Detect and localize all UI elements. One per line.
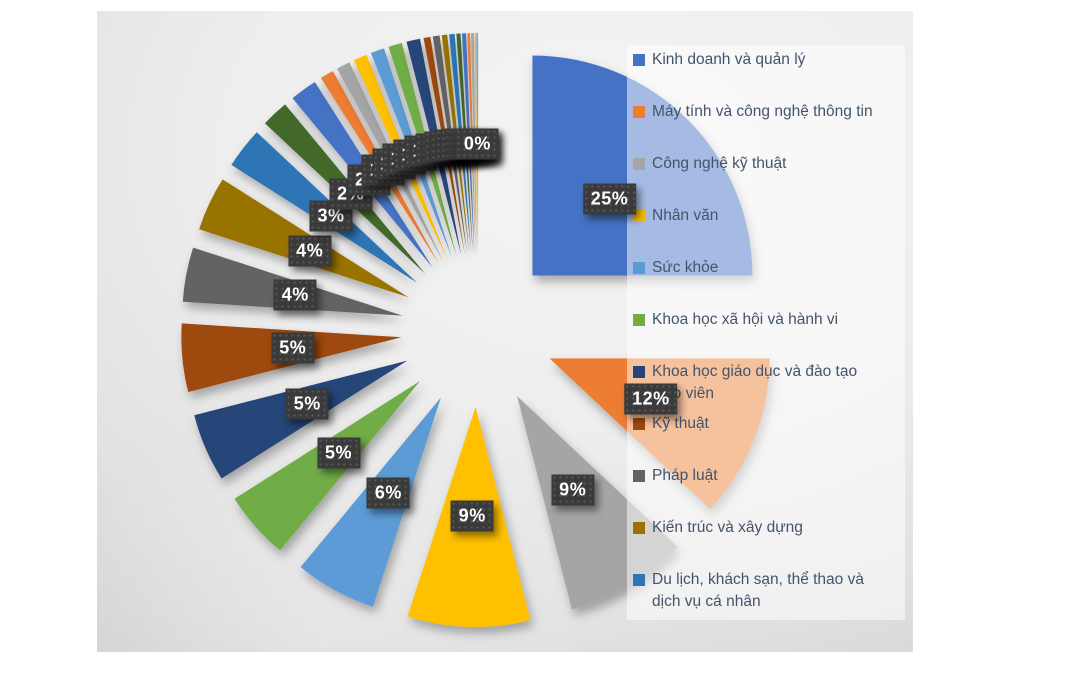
legend-label: Kinh doanh và quản lý — [652, 51, 806, 68]
legend-swatch-icon — [633, 574, 645, 586]
data-label-0[interactable]: 25% — [582, 183, 637, 214]
legend-item-2[interactable]: Máy tính và công nghệ thông tin — [633, 101, 885, 123]
legend-item-4[interactable]: Nhân văn — [633, 205, 885, 227]
chart-container: Kinh doanh và quản lý Máy tính và công ng… — [97, 11, 913, 652]
legend-swatch-icon — [633, 262, 645, 274]
data-label-7[interactable]: 5% — [271, 332, 315, 363]
legend-label: Pháp luật — [652, 467, 718, 484]
data-label-5[interactable]: 5% — [316, 437, 361, 469]
legend-swatch-icon — [633, 158, 645, 170]
legend-item-10[interactable]: Kiến trúc và xây dựng — [633, 517, 885, 539]
legend-label: Sức khỏe — [652, 259, 719, 276]
legend-label: Nhân văn — [652, 207, 719, 224]
legend-item-3[interactable]: Công nghệ kỹ thuật — [633, 153, 885, 175]
legend-label: Kỹ thuật — [652, 415, 709, 432]
data-label-2[interactable]: 9% — [551, 474, 595, 506]
data-label-28[interactable]: 0% — [455, 128, 499, 160]
legend-item-9[interactable]: Pháp luật — [633, 465, 885, 487]
legend-label: Công nghệ kỹ thuật — [652, 155, 787, 172]
legend-label: Kiến trúc và xây dựng — [652, 519, 803, 536]
data-label-6[interactable]: 5% — [285, 388, 329, 420]
data-label-3[interactable]: 9% — [450, 500, 494, 532]
legend-item-11[interactable]: Du lịch, khách sạn, thể thao và dịch vụ … — [633, 569, 885, 613]
legend-item-8[interactable]: Kỹ thuật — [633, 413, 885, 435]
data-labels-layer: 25%12%9%9%6%5%5%5%4%4%3%2%2%1%1%1%1%1%1%… — [97, 11, 913, 652]
pie-slice-khoa-h-c-gi-o-d-c-v-o-t-o-gi-o-vi-n[interactable] — [194, 360, 408, 479]
legend-swatch-icon — [633, 366, 645, 378]
legend-swatch-icon — [633, 54, 645, 66]
legend-item-6[interactable]: Khoa học xã hội và hành vi — [633, 309, 885, 331]
legend-label: Khoa học giáo dục và đào tạo giáo viên — [652, 363, 858, 402]
data-label-9[interactable]: 4% — [288, 235, 332, 267]
legend-swatch-icon — [633, 470, 645, 482]
legend-swatch-icon — [633, 314, 645, 326]
legend-swatch-icon — [633, 418, 645, 430]
legend-label: Du lịch, khách sạn, thể thao và dịch vụ … — [652, 571, 864, 610]
legend-label: Máy tính và công nghệ thông tin — [652, 103, 873, 120]
data-label-4[interactable]: 6% — [366, 477, 410, 509]
data-label-8[interactable]: 4% — [273, 279, 317, 311]
data-label-1[interactable]: 12% — [624, 383, 678, 414]
legend-swatch-icon — [633, 522, 645, 534]
legend-item-1[interactable]: Kinh doanh và quản lý — [633, 49, 885, 71]
legend-label: Khoa học xã hội và hành vi — [652, 311, 839, 328]
legend-swatch-icon — [633, 106, 645, 118]
legend-item-5[interactable]: Sức khỏe — [633, 257, 885, 279]
chart-legend: Kinh doanh và quản lý Máy tính và công ng… — [627, 45, 905, 620]
